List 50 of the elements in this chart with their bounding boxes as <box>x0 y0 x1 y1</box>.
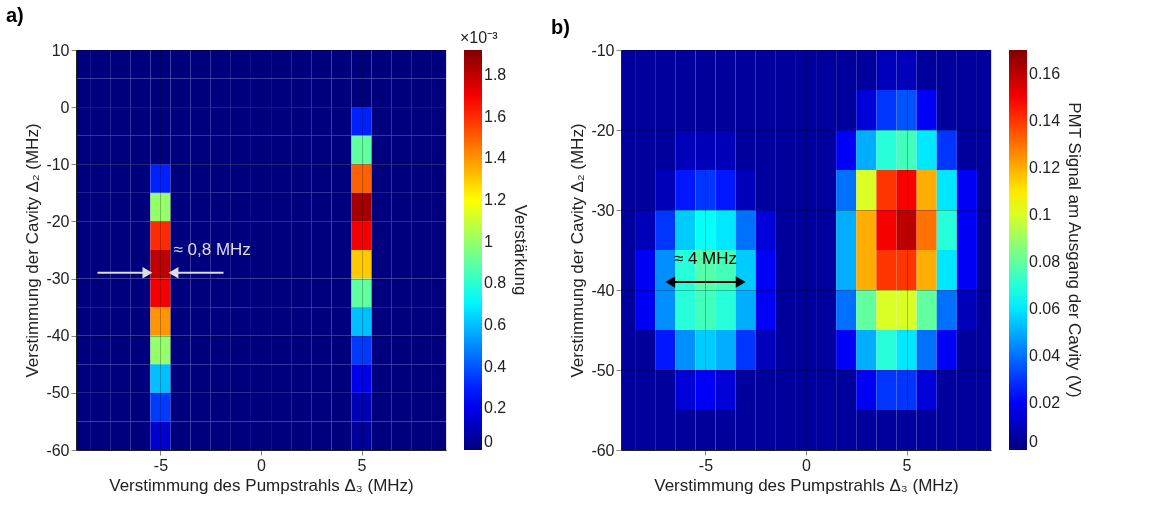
x-tick-label: 0 <box>257 456 267 474</box>
color-bar-label: 0.12 <box>1029 158 1061 176</box>
color-bar-label: 0.14 <box>1029 111 1061 129</box>
color-bar-label: 1.2 <box>484 191 507 208</box>
y-tick-label: -30 <box>591 201 615 219</box>
color-bar-label: 0.4 <box>484 357 507 375</box>
color-bar-label: 0.06 <box>1029 299 1061 317</box>
x-axis-title: Verstimmung des Pumpstrahls Δ₃ (MHz) <box>654 475 959 495</box>
color-bar-label: 0.8 <box>484 274 507 292</box>
y-axis-title: Verstimmung der Cavity Δ₂ (MHz) <box>23 123 43 378</box>
color-bar-label: 0.2 <box>484 399 507 417</box>
color-bar-label: 0.1 <box>1029 205 1052 223</box>
x-axis-title: Verstimmung des Pumpstrahls Δ₃ (MHz) <box>109 475 414 495</box>
color-bar-label: 0.02 <box>1029 393 1061 411</box>
y-tick-label: -40 <box>591 281 615 299</box>
y-axis-title: Verstimmung der Cavity Δ₂ (MHz) <box>568 123 588 378</box>
color-bar-label: 0.04 <box>1029 346 1061 364</box>
color-bar-label: 0.08 <box>1029 252 1061 270</box>
y-tick-label: 0 <box>60 98 70 116</box>
color-bar-label: 0.16 <box>1029 64 1061 82</box>
chart-title: a) <box>6 4 24 26</box>
annotation: ≈ 4 MHz <box>673 249 738 268</box>
y-tick-label: -50 <box>591 361 615 379</box>
x-tick-label: 5 <box>357 456 367 474</box>
x-tick-label: -5 <box>698 456 714 474</box>
y-tick-label: -40 <box>46 327 70 345</box>
y-tick-label: -20 <box>591 121 615 139</box>
x-tick-label: 5 <box>902 456 912 474</box>
y-tick-label: -60 <box>591 441 615 459</box>
y-tick-label: 10 <box>51 41 70 59</box>
color-bar-title: PMT Signal am Ausgang der Cavity (V) <box>1065 102 1084 398</box>
y-tick-label: -60 <box>46 441 70 459</box>
annotation: ≈ 0,8 MHz <box>173 239 251 259</box>
color-bar-title: Verstärkung <box>511 204 530 296</box>
y-tick-label: -10 <box>591 41 615 59</box>
y-tick-label: -20 <box>46 212 70 230</box>
y-tick-label: -30 <box>46 270 70 288</box>
x-tick-label: -5 <box>153 456 169 474</box>
color-bar-label: 0 <box>1029 433 1038 450</box>
x-tick-label: 0 <box>802 456 812 474</box>
color-bar-label: 1.6 <box>484 107 507 125</box>
y-tick-label: -10 <box>46 155 70 173</box>
text: ×10⁻³ <box>460 29 499 46</box>
color-bar-label: 1.8 <box>484 66 507 83</box>
y-tick-label: -50 <box>46 384 70 402</box>
chart-title: b) <box>551 16 570 38</box>
color-bar-label: 1 <box>484 232 493 250</box>
color-bar-label: 0 <box>484 433 493 450</box>
color-bar-label: 0.6 <box>484 316 507 333</box>
color-bar-label: 1.4 <box>484 149 507 167</box>
